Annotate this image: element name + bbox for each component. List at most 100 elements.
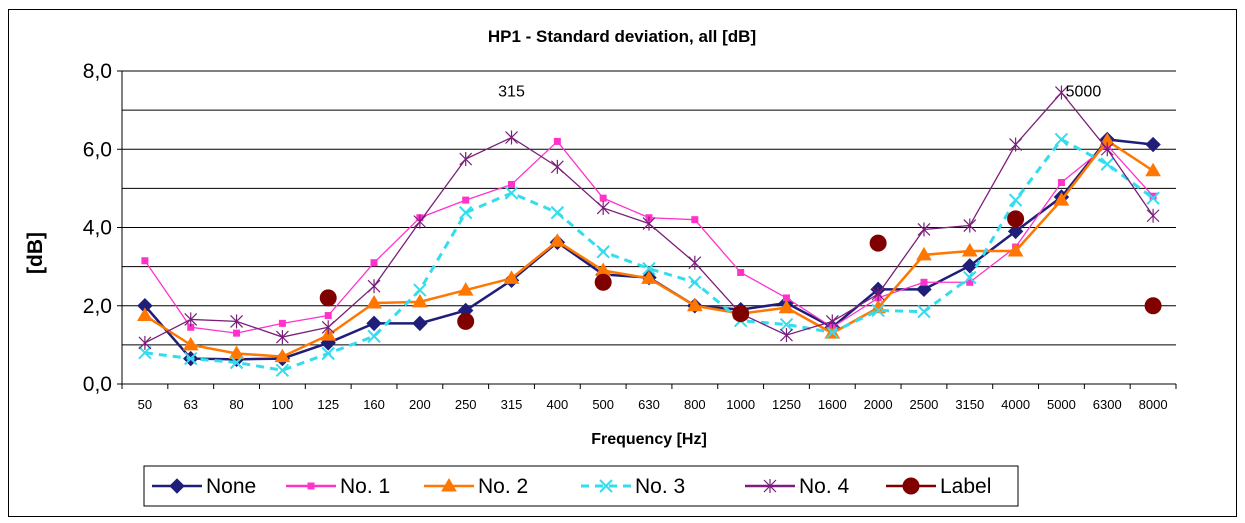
series-line-no-3 <box>144 137 1154 372</box>
data-point-no-2 <box>137 307 153 322</box>
x-tick-label: 160 <box>363 397 385 412</box>
y-tick-label: 2,0 <box>83 295 112 318</box>
data-point-no-4 <box>688 255 702 270</box>
series-no-1 <box>141 137 1157 337</box>
data-point-no-1 <box>737 268 745 276</box>
data-point-no-2 <box>182 336 199 351</box>
data-point-label <box>319 289 337 307</box>
data-point-no-4 <box>413 214 427 229</box>
legend-label: None <box>206 475 256 498</box>
data-point-no-3 <box>504 186 519 200</box>
data-point-no-2 <box>778 299 795 314</box>
data-point-none <box>366 315 382 332</box>
y-axis-ticks: 0,0 2,0 4,0 6,0 8,0 <box>83 60 122 396</box>
series-line-no-1 <box>144 140 1154 334</box>
y-tick-label: 0,0 <box>83 373 112 396</box>
x-tick-label: 125 <box>317 397 339 412</box>
data-point-no-3 <box>688 275 702 289</box>
data-point-no-1 <box>599 194 607 202</box>
data-point-no-1 <box>233 329 241 337</box>
data-point-no-1 <box>370 259 378 267</box>
legend-label: No. 3 <box>635 475 685 498</box>
data-point-no-2 <box>916 246 932 261</box>
data-point-no-2 <box>641 270 657 284</box>
x-tick-label: 6300 <box>1093 397 1122 412</box>
data-point-no-2 <box>1145 162 1161 177</box>
data-point-no-1 <box>920 278 928 286</box>
data-point-no-4 <box>550 159 564 174</box>
x-tick-label: 4000 <box>1001 397 1030 412</box>
data-point-label <box>1144 297 1162 315</box>
legend: None No. 1 No. 2 No. 3 No. 4 Label <box>152 475 991 498</box>
data-point-no-1 <box>691 216 699 224</box>
data-point-no-3 <box>963 270 977 285</box>
data-point-no-2 <box>228 345 245 359</box>
gridlines <box>121 70 1176 385</box>
data-point-no-4 <box>321 320 335 335</box>
data-point-no-3 <box>1146 191 1160 205</box>
data-point-no-1 <box>508 180 516 188</box>
data-point-no-3 <box>229 355 244 370</box>
data-point-no-3 <box>367 329 381 343</box>
series-line-no-2 <box>144 138 1154 358</box>
data-point-no-3 <box>642 261 656 276</box>
data-point-no-3 <box>871 303 885 318</box>
data-point-no-4 <box>596 200 610 215</box>
data-point-no-1 <box>324 312 332 320</box>
legend-item-no-4: No. 4 <box>745 475 850 498</box>
x-tick-label: 1000 <box>726 397 755 412</box>
chart-frame <box>8 9 1237 517</box>
series-no-4 <box>138 85 1160 350</box>
x-tick-label: 80 <box>229 397 243 412</box>
data-point-no-4 <box>825 314 839 329</box>
data-point-no-3 <box>275 363 290 378</box>
legend-item-label: Label <box>886 475 991 498</box>
data-point-no-3 <box>596 245 610 259</box>
x-tick-label: 50 <box>138 397 152 412</box>
data-point-no-1 <box>462 196 470 204</box>
data-point-label <box>869 234 887 252</box>
data-point-no-1 <box>141 257 149 265</box>
x-tick-label: 5000 <box>1047 397 1076 412</box>
x-tick-label: 630 <box>638 397 660 412</box>
data-point-no-3 <box>1100 157 1114 171</box>
y-tick-label: 6,0 <box>83 138 112 161</box>
series-group <box>137 85 1162 378</box>
data-point-no-3 <box>825 325 840 340</box>
data-point-no-1 <box>278 319 286 327</box>
data-point-none <box>916 281 932 298</box>
data-point-no-4 <box>871 287 885 302</box>
data-point-no-3 <box>413 283 427 297</box>
legend-swatch-marker <box>169 478 185 494</box>
data-point-no-4 <box>1009 137 1023 152</box>
data-point-no-1 <box>782 294 790 302</box>
legend-label: Label <box>940 475 991 498</box>
x-tick-label: 400 <box>546 397 568 412</box>
series-line-none <box>143 138 1154 361</box>
data-point-no-2 <box>457 282 474 296</box>
data-point-no-4 <box>138 335 152 350</box>
x-tick-label: 2500 <box>909 397 938 412</box>
legend-item-none: None <box>152 475 256 498</box>
data-point-no-4 <box>184 312 198 327</box>
data-point-no-4 <box>780 328 793 343</box>
x-tick-label: 63 <box>184 397 198 412</box>
data-point-label <box>594 273 612 291</box>
data-point-no-2 <box>1007 242 1024 257</box>
x-tick-label: 100 <box>272 397 294 412</box>
data-point-no-1 <box>966 278 974 286</box>
annotation-label: 315 <box>498 84 525 101</box>
data-point-no-2 <box>503 270 520 284</box>
data-point-label <box>1007 210 1025 228</box>
x-axis-ticks: 50 63 80 100 125 160 200 250 315 400 500 630 800 1000… <box>121 384 1177 412</box>
data-point-no-4 <box>963 218 977 233</box>
data-point-no-1 <box>1149 192 1157 200</box>
x-tick-label: 1250 <box>772 397 801 412</box>
data-point-label <box>732 305 750 323</box>
x-tick-label: 8000 <box>1139 397 1168 412</box>
legend-swatch-marker <box>441 478 457 492</box>
data-point-no-4 <box>917 222 931 237</box>
data-point-no-3 <box>138 345 152 360</box>
x-tick-label: 3150 <box>955 397 984 412</box>
data-point-no-3 <box>321 346 335 361</box>
